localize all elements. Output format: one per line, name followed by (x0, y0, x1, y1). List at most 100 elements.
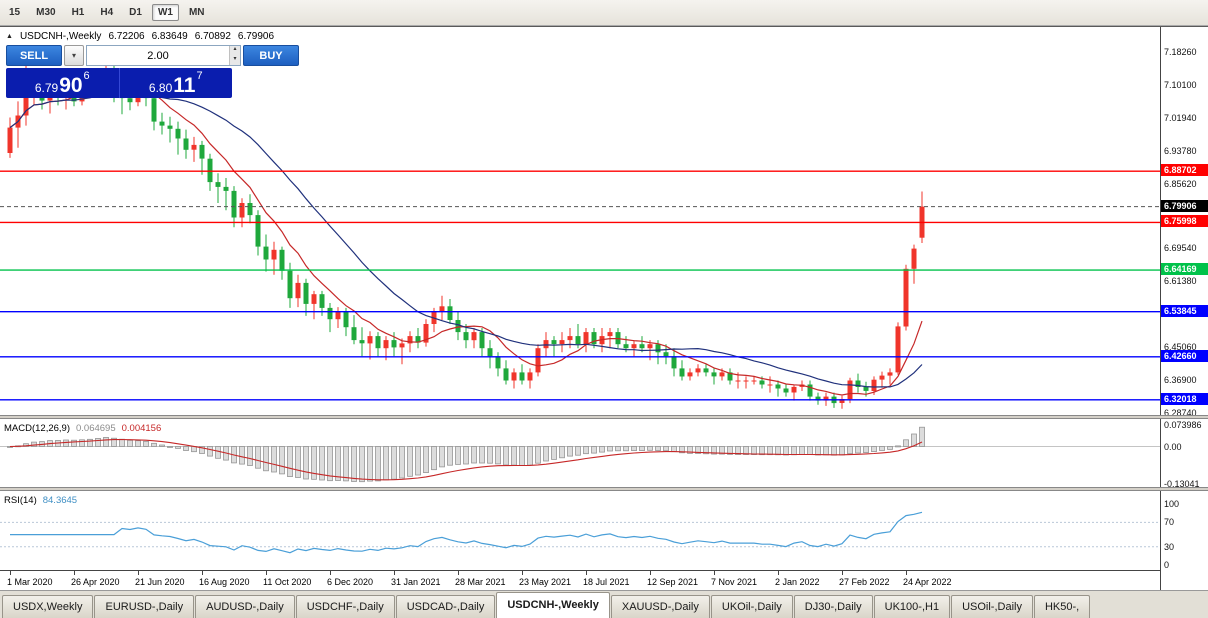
timeframe-w1[interactable]: W1 (151, 4, 179, 21)
date-label: 24 Apr 2022 (903, 577, 952, 587)
volume-decrease-button[interactable]: ▾ (230, 55, 240, 65)
price-axis-label: 7.10100 (1164, 79, 1197, 90)
buy-price-button[interactable]: 6.80 11 7 (118, 68, 233, 98)
panel-separator-macd[interactable] (0, 415, 1208, 419)
price-level-badge: 6.53845 (1161, 304, 1208, 317)
sell-price-button[interactable]: 6.79 90 6 (6, 68, 119, 98)
date-tick (330, 571, 331, 575)
macd-axis-label: 0.073986 (1164, 420, 1202, 431)
tab-audusd-daily[interactable]: AUDUSD-,Daily (195, 595, 295, 618)
chart-canvas[interactable] (0, 27, 1160, 590)
date-tick (650, 571, 651, 575)
timeframe-h4[interactable]: H4 (100, 7, 114, 18)
date-tick (586, 571, 587, 575)
date-tick (10, 571, 11, 575)
price-axis-label: 6.85620 (1164, 178, 1197, 189)
tab-uk100-h1[interactable]: UK100-,H1 (873, 595, 951, 618)
price-level-badge: 6.75998 (1161, 215, 1208, 228)
trade-prices-row: 6.79 90 6 6.80 11 7 (6, 68, 232, 98)
current-price-badge: 6.79906 (1161, 199, 1208, 212)
date-label: 23 May 2021 (519, 577, 572, 587)
one-click-panel-toggle-icon[interactable]: ▲ (6, 33, 13, 40)
sell-price-big: 90 (59, 74, 83, 97)
price-axis-label: 6.36900 (1164, 375, 1197, 386)
date-label: 28 Mar 2021 (455, 577, 506, 587)
date-axis[interactable]: 1 Mar 2020 26 Apr 2020 21 Jun 2020 16 Aug 2… (0, 571, 1160, 590)
timeframe-m30[interactable]: M30 (36, 7, 56, 18)
sell-price-prefix: 6.79 (34, 81, 59, 95)
date-tick (906, 571, 907, 575)
date-label: 6 Dec 2020 (327, 577, 374, 587)
date-label: 2 Jan 2022 (775, 577, 820, 587)
chart-tab-bar: USDX,Weekly EURUSD-,Daily AUDUSD-,Daily USD… (0, 590, 1208, 618)
date-tick (394, 571, 395, 575)
tab-usdcnh-weekly[interactable]: USDCNH-,Weekly (496, 592, 610, 618)
tab-hk50[interactable]: HK50-, (1033, 595, 1091, 618)
date-tick (458, 571, 459, 575)
price-level-badge: 6.42660 (1161, 349, 1208, 362)
price-level-badge: 6.64169 (1161, 263, 1208, 276)
ohlc-low: 6.70892 (194, 31, 231, 42)
buy-price-prefix: 6.80 (148, 81, 173, 95)
rsi-axis-label: 100 (1164, 499, 1180, 509)
order-options-dropdown[interactable]: ▾ (64, 45, 84, 66)
date-tick (266, 571, 267, 575)
volume-increase-button[interactable]: ▴ (230, 46, 240, 56)
date-tick (522, 571, 523, 575)
volume-steppers: ▴ ▾ (229, 46, 240, 65)
date-label: 16 Aug 2020 (199, 577, 250, 587)
tab-usdchf-daily[interactable]: USDCHF-,Daily (295, 595, 395, 618)
price-level-badge: 6.32018 (1161, 392, 1208, 405)
date-label: 31 Jan 2021 (391, 577, 441, 587)
rsi-title: RSI(14) (4, 495, 37, 506)
price-axis-label: 7.01940 (1164, 112, 1197, 123)
price-axis-label: 6.45060 (1164, 342, 1197, 353)
date-label: 21 Jun 2020 (135, 577, 185, 587)
macd-axis-label: 0.00 (1164, 441, 1182, 452)
tab-usdx-weekly[interactable]: USDX,Weekly (2, 595, 94, 618)
ohlc-close: 6.79906 (237, 31, 275, 42)
tab-eurusd-daily[interactable]: EURUSD-,Daily (94, 595, 195, 618)
sell-price-sup: 6 (83, 70, 90, 82)
price-axis[interactable]: 7.18260 7.10100 7.01940 6.93780 6.85620 6.695… (1160, 27, 1208, 590)
rsi-label: RSI(14) 84.3645 (4, 495, 77, 506)
macd-axis-label: -0.13041 (1164, 479, 1200, 490)
date-label: 1 Mar 2020 (7, 577, 53, 587)
date-label: 18 Jul 2021 (583, 577, 630, 587)
macd-title: MACD(12,26,9) (4, 423, 70, 434)
price-axis-label: 6.93780 (1164, 145, 1197, 156)
trade-controls-row: SELL ▾ ▴ ▾ BUY (6, 45, 299, 66)
buy-button[interactable]: BUY (243, 45, 299, 66)
timeframe-d1[interactable]: D1 (129, 7, 142, 18)
date-tick (714, 571, 715, 575)
timeframe-mn[interactable]: MN (188, 7, 205, 18)
date-label: 12 Sep 2021 (647, 577, 699, 587)
timeframe-h1[interactable]: H1 (71, 7, 85, 18)
rsi-axis-label: 30 (1164, 541, 1175, 552)
date-tick (202, 571, 203, 575)
sell-button[interactable]: SELL (6, 45, 62, 66)
time-axis-border (0, 570, 1208, 571)
price-axis-label: 6.61380 (1164, 276, 1197, 287)
volume-input[interactable] (87, 46, 229, 65)
tab-usoil-daily[interactable]: USOil-,Daily (951, 595, 1033, 618)
chart-header: ▲ USDCNH-,Weekly 6.72206 6.83649 6.70892… (6, 31, 274, 42)
date-tick (842, 571, 843, 575)
chart-window: ▲ USDCNH-,Weekly 6.72206 6.83649 6.70892… (0, 26, 1208, 590)
chevron-down-icon: ▾ (71, 51, 76, 60)
tab-ukoil-daily[interactable]: UKOil-,Daily (710, 595, 793, 618)
tab-dj30-daily[interactable]: DJ30-,Daily (793, 595, 873, 618)
timeframe-toolbar: 15 M30 H1 H4 D1 W1 MN (0, 0, 1208, 26)
date-label: 11 Oct 2020 (263, 577, 312, 587)
rsi-axis-label: 0 (1164, 560, 1170, 571)
timeframe-15[interactable]: 15 (9, 7, 21, 18)
tab-xauusd-daily[interactable]: XAUUSD-,Daily (610, 595, 710, 618)
ohlc-open: 6.72206 (108, 31, 145, 42)
tab-usdcad-daily[interactable]: USDCAD-,Daily (395, 595, 496, 618)
panel-separator-rsi[interactable] (0, 487, 1208, 491)
date-label: 26 Apr 2020 (71, 577, 120, 587)
date-tick (74, 571, 75, 575)
rsi-value: 84.3645 (42, 495, 78, 506)
macd-main-value: 0.064695 (76, 423, 116, 434)
